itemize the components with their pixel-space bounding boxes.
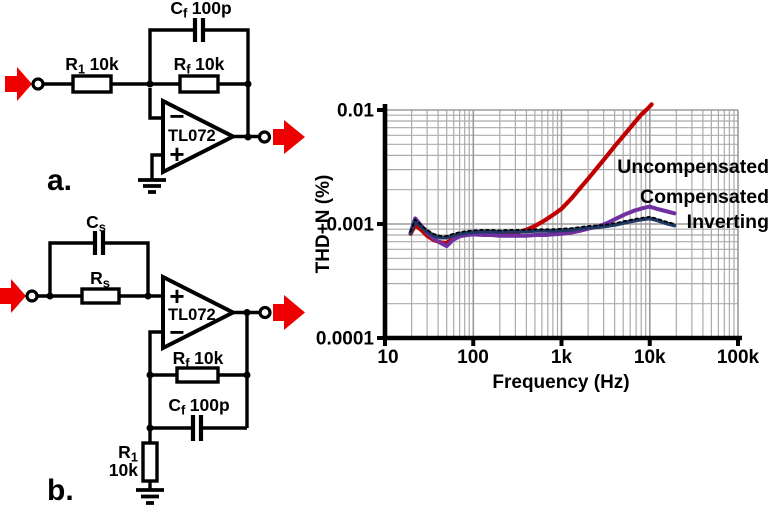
noninverting-input-sign: + xyxy=(169,281,184,311)
input-signal-arrow xyxy=(5,67,32,101)
curve-inverting-dotted-overlay xyxy=(409,215,676,237)
junction-dot xyxy=(144,292,152,300)
x-tick-label-3: 10k xyxy=(634,347,666,368)
output-terminal xyxy=(257,130,272,144)
y-tick-label-2: 0.0001 xyxy=(316,329,375,350)
resistor-rs-body xyxy=(80,287,121,305)
y-tick-label-1: 0.001 xyxy=(326,215,374,236)
opamp-symbol xyxy=(161,97,238,176)
junction-dot xyxy=(146,371,154,379)
x-tick-label-2: 1k xyxy=(551,347,573,368)
junction-dot xyxy=(244,80,252,88)
gridlines xyxy=(385,109,739,338)
cs-label: Cs xyxy=(86,212,106,235)
legend-label-uncompensated: Uncompensated xyxy=(617,156,769,178)
capacitor-cs-plates xyxy=(92,231,106,255)
output-signal-arrow xyxy=(273,295,305,330)
capacitor-cf-plates xyxy=(192,18,206,42)
resistor-rf-body xyxy=(175,366,220,384)
opamp-symbol xyxy=(161,273,238,352)
rs-label: Rs xyxy=(90,268,110,291)
panel-label-a: a. xyxy=(47,164,72,197)
circuit-a-schematic: Cf 100p R1 10k Rf 10k − TL072 + a. xyxy=(5,0,305,197)
resistor-r1-body xyxy=(141,441,159,483)
junction-dot xyxy=(46,292,54,300)
panel-label-b: b. xyxy=(47,474,74,507)
legend-label-inverting: Inverting xyxy=(687,211,769,233)
axis-tick-marks xyxy=(377,108,740,346)
y-tick-label-0: 0.01 xyxy=(337,101,374,122)
resistor-r1-body xyxy=(71,74,113,94)
junction-dot xyxy=(244,133,252,141)
opamp-part-number: TL072 xyxy=(168,127,216,145)
input-terminal xyxy=(31,77,45,91)
output-signal-arrow xyxy=(273,120,305,154)
ground-symbol xyxy=(138,178,166,194)
inverting-input-sign: − xyxy=(169,101,184,131)
output-terminal xyxy=(258,305,272,320)
cf-label: Cf 100p xyxy=(170,0,231,21)
opamp-part-number: TL072 xyxy=(168,306,216,324)
input-terminal xyxy=(25,289,39,303)
noninverting-input-sign: + xyxy=(169,139,184,169)
rf-label: Rf 10k xyxy=(173,348,224,371)
inverting-input-sign: − xyxy=(169,317,184,347)
r1-label: R1 10k xyxy=(65,54,119,77)
curve-compensated xyxy=(408,204,677,249)
r1-label: R1 xyxy=(118,442,138,465)
rf-label: Rf 10k xyxy=(174,54,225,77)
cf-label: Cf 100p xyxy=(168,395,229,418)
y-axis-title: THD+N (%) xyxy=(313,175,334,274)
r1-value-label: 10k xyxy=(109,460,138,480)
x-tick-label-1: 100 xyxy=(457,347,489,368)
capacitor-cf-plates xyxy=(190,415,204,441)
legend-label-compensated: Compensated xyxy=(640,186,769,208)
curve-inverting xyxy=(408,216,677,240)
ground-symbol xyxy=(136,488,164,505)
x-tick-label-4: 100k xyxy=(717,347,760,368)
junction-dot xyxy=(146,424,154,432)
junction-dot xyxy=(243,371,251,379)
x-axis-title: Frequency (Hz) xyxy=(492,372,629,393)
wires xyxy=(43,28,259,180)
data-curves xyxy=(408,102,677,249)
x-tick-label-0: 10 xyxy=(377,347,398,368)
input-signal-arrow xyxy=(0,279,26,313)
junction-dot xyxy=(243,309,251,316)
resistor-rf-body xyxy=(178,74,220,94)
thdn-vs-frequency-chart: 0.01 0.001 0.0001 10 100 1k 10k 100k THD… xyxy=(313,101,769,394)
major-gridlines xyxy=(385,109,739,338)
circuit-b-schematic: Cs Rs + TL072 − Rf 10k Cf 100p R1 10k b. xyxy=(0,212,305,507)
junction-dot xyxy=(146,80,154,88)
